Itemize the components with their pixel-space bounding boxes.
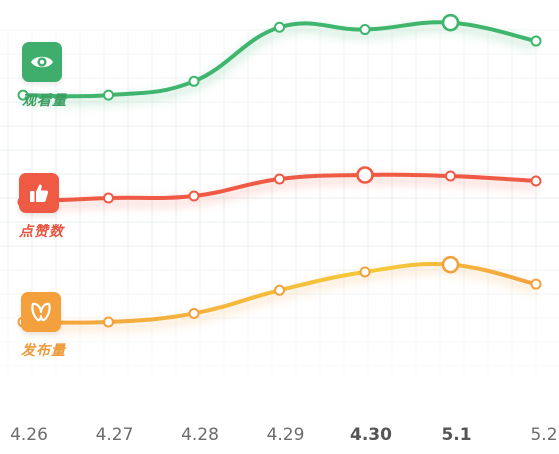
data-point <box>274 284 285 296</box>
legend-item-views: 观看量 <box>22 42 67 110</box>
views-badge <box>22 42 62 82</box>
legend-label-posts: 发布量 <box>21 343 66 359</box>
data-point <box>103 316 114 328</box>
legend-label-likes: 点赞数 <box>19 224 64 240</box>
data-point <box>188 307 200 319</box>
data-point <box>103 192 114 204</box>
x-tick-label: 4.28 <box>181 425 219 445</box>
x-tick-label: 4.26 <box>10 425 48 445</box>
thumbs-up-icon <box>30 184 49 202</box>
eye-icon <box>31 56 53 68</box>
series-0 <box>17 13 542 105</box>
butterfly-icon <box>31 302 51 322</box>
data-point <box>359 266 371 278</box>
data-point <box>530 278 542 290</box>
data-point <box>188 75 200 87</box>
x-axis: 4.26 4.27 4.28 4.29 4.30 5.1 5.2 <box>10 425 557 445</box>
data-point <box>530 35 542 47</box>
x-tick-label: 5.1 <box>441 425 471 445</box>
x-tick-label: 4.29 <box>267 425 305 445</box>
data-point <box>359 24 371 36</box>
data-point-highlight <box>441 255 460 274</box>
likes-badge <box>19 173 59 213</box>
legend-item-likes: 点赞数 <box>19 173 64 241</box>
data-point <box>274 173 285 185</box>
x-tick-label: 4.27 <box>96 425 134 445</box>
x-tick-label: 5.2 <box>530 425 557 445</box>
series-layer <box>17 13 542 332</box>
series-1 <box>17 166 542 211</box>
data-point <box>530 175 542 187</box>
data-point <box>188 190 200 202</box>
data-point-highlight <box>441 13 460 32</box>
posts-badge <box>21 292 61 332</box>
x-tick-label: 4.30 <box>350 425 392 445</box>
data-point-highlight <box>356 166 374 184</box>
data-point <box>274 21 285 33</box>
legend-item-posts: 发布量 <box>21 292 66 360</box>
legend-label-views: 观看量 <box>22 93 67 109</box>
data-point <box>103 89 114 101</box>
data-point <box>17 89 29 101</box>
data-point <box>445 170 456 182</box>
series-2 <box>17 255 542 332</box>
